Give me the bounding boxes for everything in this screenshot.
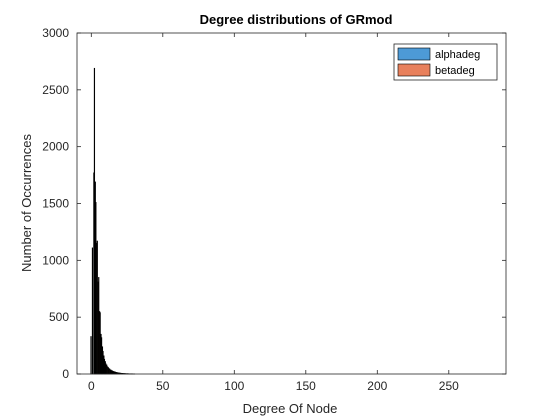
axes-background [77,33,506,374]
x-tick-label-200: 200 [367,379,387,393]
legend-swatch-betadeg [397,63,431,77]
bar-betadeg-4 [96,240,98,375]
bar-alphadeg-1 [91,247,94,375]
bar-betadeg-15 [112,370,114,375]
bar-betadeg-6 [99,312,101,375]
x-tick-label-100: 100 [224,379,244,393]
bar-betadeg-13 [109,369,111,375]
y-tick-label-1500: 1500 [42,197,69,211]
x-tick-label-250: 250 [439,379,459,393]
bar-alphadeg-0 [90,336,92,375]
x-tick-label-0: 0 [88,379,95,393]
y-tick-label-3000: 3000 [42,26,69,40]
legend-label-betadeg: betadeg [435,65,475,77]
y-tick-label-0: 0 [62,367,69,381]
bar-betadeg-10 [105,363,107,375]
bar-betadeg-11 [106,366,108,375]
bar-betadeg-12 [108,368,110,375]
bar-betadeg-2 [93,67,96,375]
x-tick-label-50: 50 [156,379,170,393]
bar-betadeg-9 [103,358,106,375]
y-tick-label-1000: 1000 [42,253,69,267]
plot-area: 0 50 100 150 200 250050010001500200025003000a… [42,26,507,393]
bar-betadeg-7 [101,337,103,375]
x-tick-label-150: 150 [296,379,316,393]
x-axis-label: Degree Of Node [243,401,338,416]
chart-title: Degree distributions of GRmod [200,12,393,27]
y-axis-label: Number of Occurrences [19,134,34,272]
bar-betadeg-5 [98,277,100,375]
y-tick-label-2500: 2500 [42,83,69,97]
legend-swatch-alphadeg [397,47,431,61]
legend-label-alphadeg: alphadeg [435,49,480,61]
y-tick-label-2000: 2000 [42,140,69,154]
bar-betadeg-3 [95,202,97,375]
bar-betadeg-14 [111,370,113,375]
bar-betadeg-8 [102,350,104,375]
y-tick-label-500: 500 [49,310,69,324]
